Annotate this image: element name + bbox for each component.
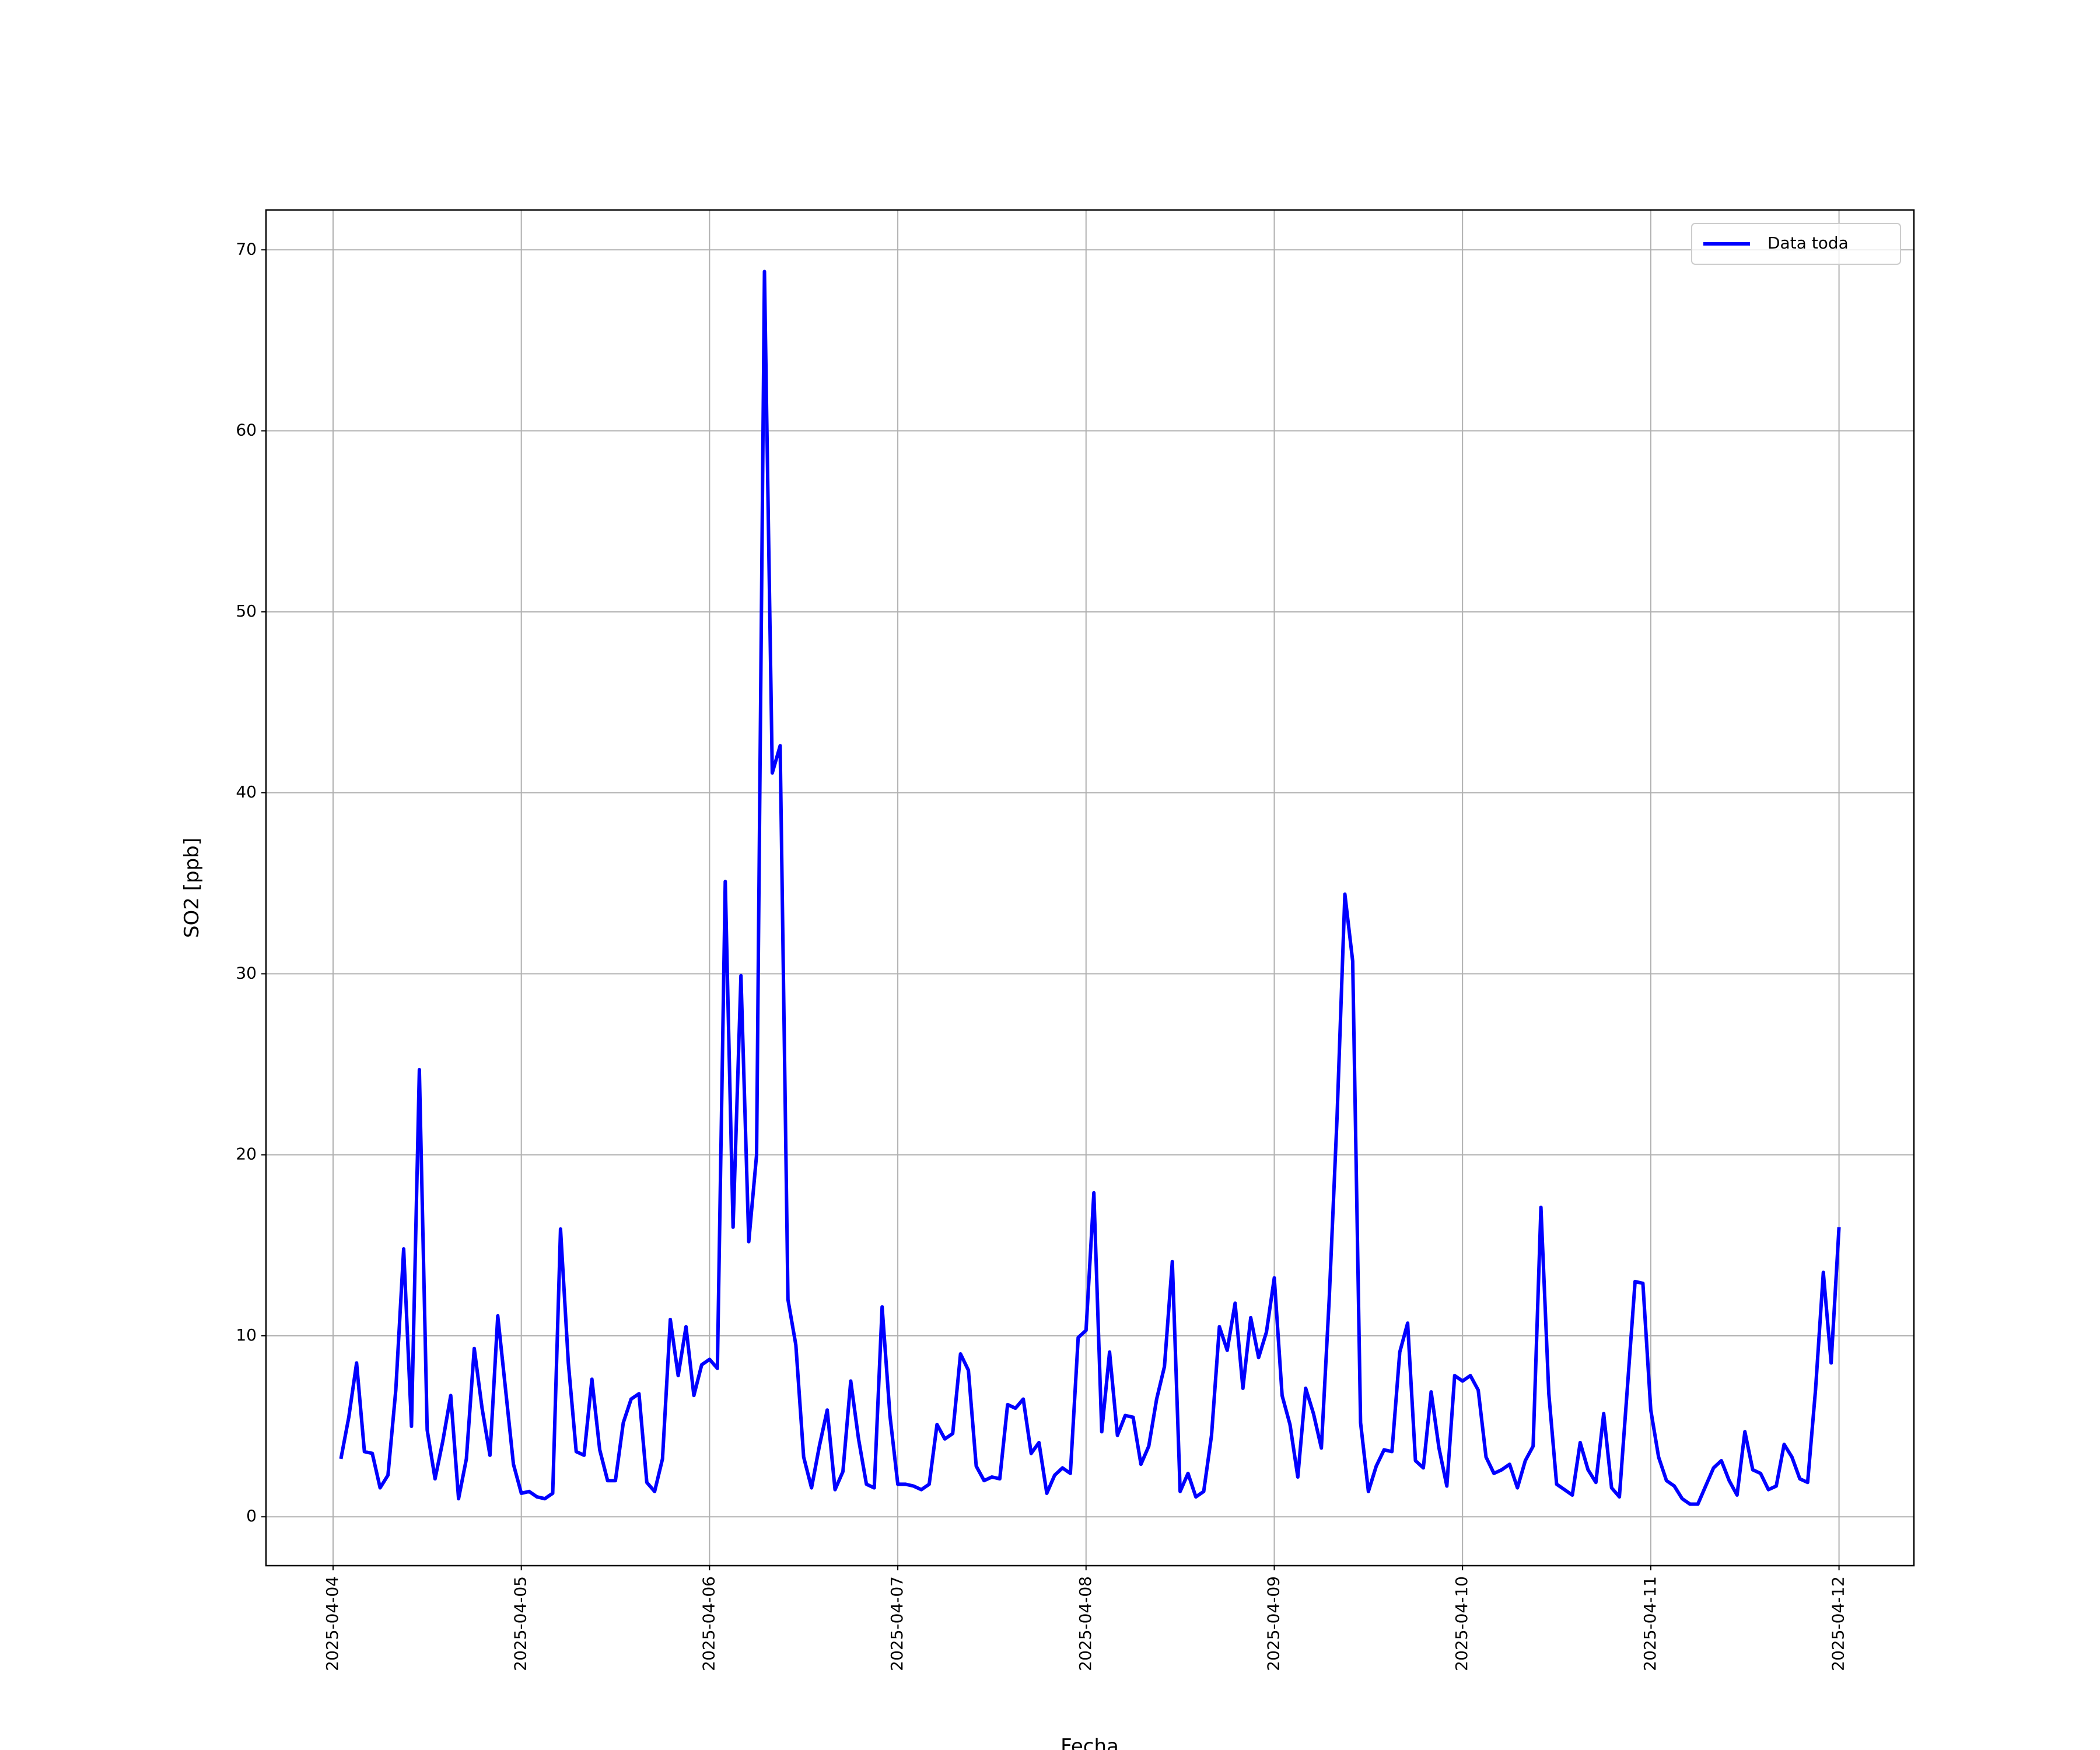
x-axis-label: Fecha: [1060, 1735, 1119, 1750]
x-tick-label: 2025-04-07: [887, 1576, 907, 1671]
legend-box: [1691, 223, 1901, 265]
x-tick-label: 2025-04-04: [323, 1576, 342, 1671]
x-tick-label: 2025-04-12: [1829, 1576, 1848, 1671]
legend-label: Data toda: [1768, 233, 1849, 253]
y-tick-label: 70: [236, 239, 257, 258]
x-tick-label: 2025-04-10: [1452, 1576, 1471, 1671]
y-tick-label: 0: [246, 1506, 257, 1525]
y-tick-label: 30: [236, 963, 257, 982]
data-line: [339, 270, 1841, 1506]
x-tick-label: 2025-04-08: [1076, 1576, 1095, 1671]
y-tick-label: 20: [236, 1144, 257, 1164]
y-tick-label: 50: [236, 601, 257, 621]
y-tick-label: 40: [236, 782, 257, 802]
y-tick-label: 10: [236, 1325, 257, 1345]
plot-frame: [265, 209, 1915, 1567]
y-axis-label: SO2 [ppb]: [180, 838, 204, 938]
legend: Data toda: [1691, 223, 1901, 265]
y-tick-label: 60: [236, 421, 257, 440]
x-tick-label: 2025-04-11: [1640, 1576, 1660, 1671]
x-tick-label: 2025-04-06: [699, 1576, 718, 1671]
x-tick-label: 2025-04-09: [1264, 1576, 1283, 1671]
x-tick-label: 2025-04-05: [511, 1576, 530, 1671]
